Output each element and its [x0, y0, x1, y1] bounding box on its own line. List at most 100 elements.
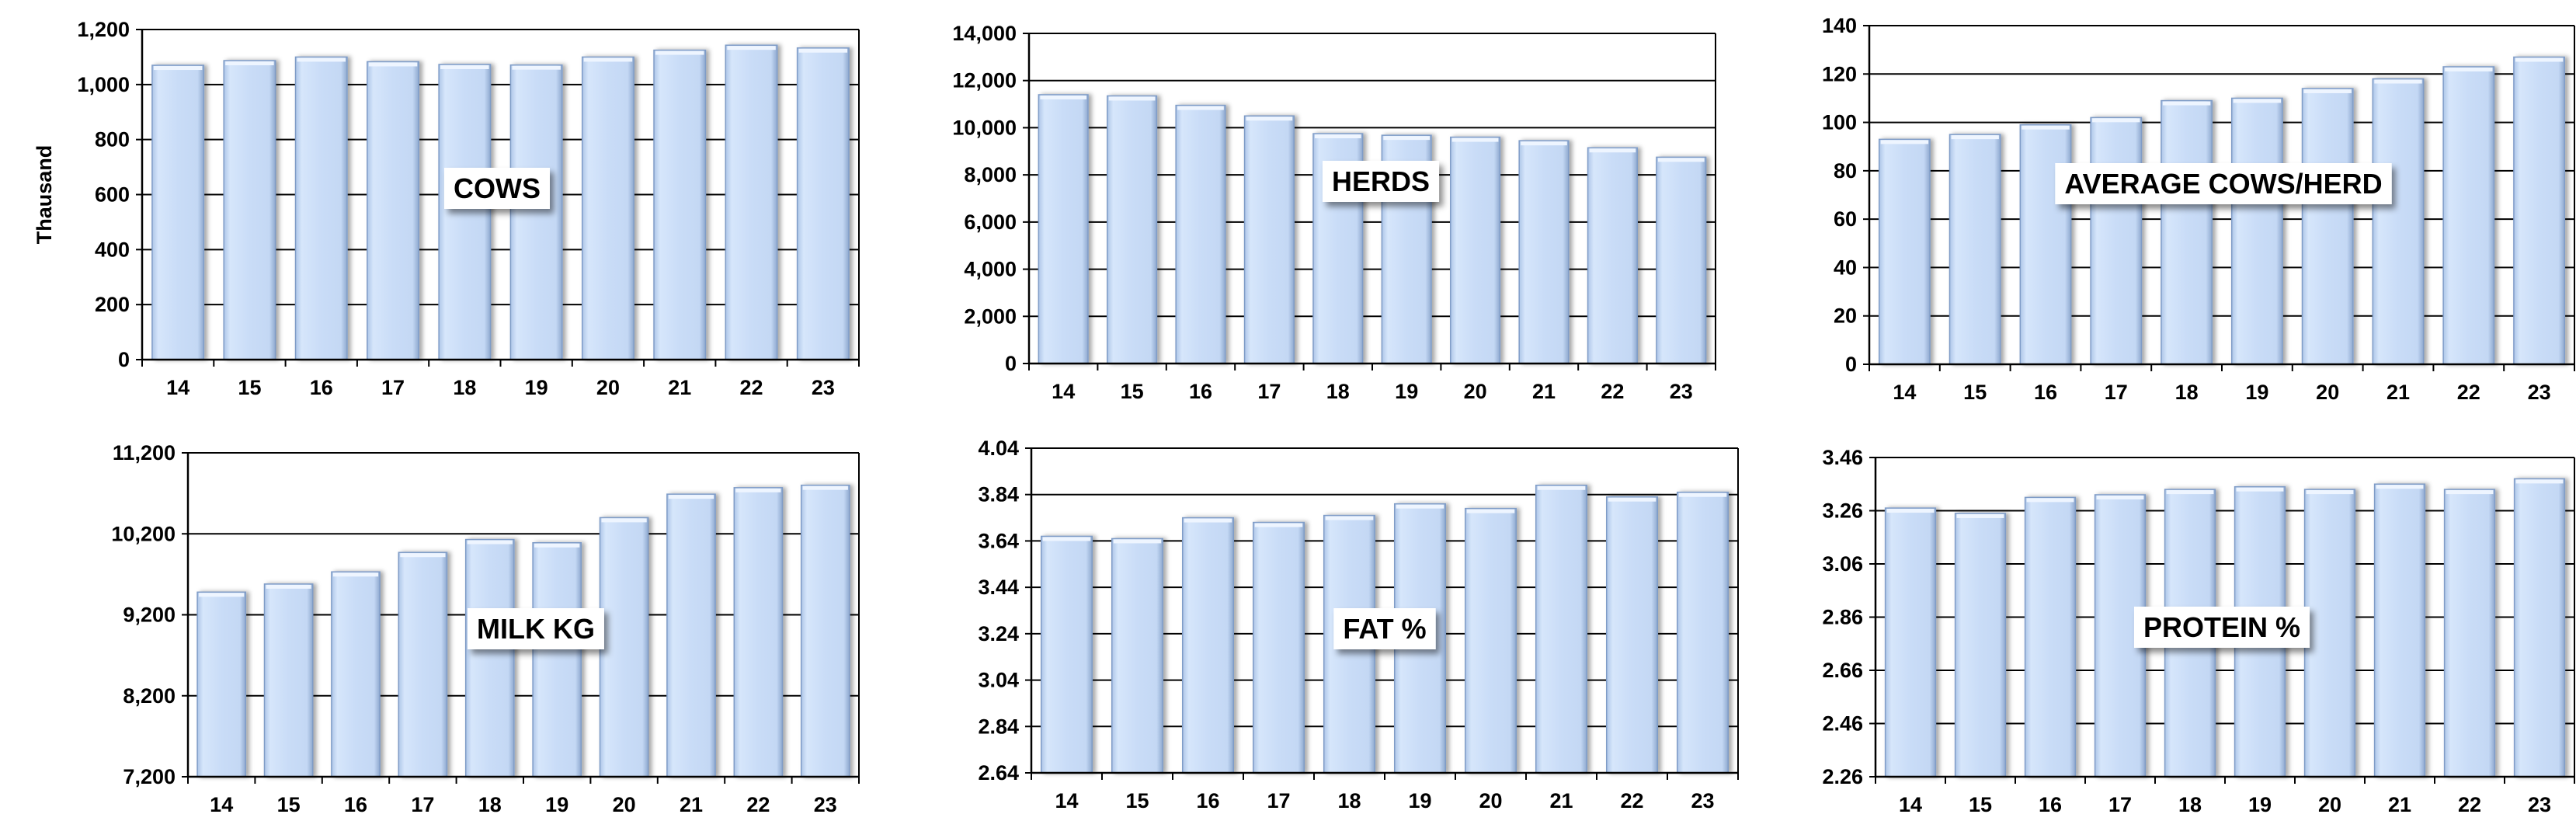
y-tick-label: 140 — [1822, 14, 1857, 37]
bar-16 — [2024, 496, 2077, 778]
x-tick-label: 19 — [2245, 381, 2268, 404]
y-tick-label: 8,200 — [123, 684, 176, 708]
x-tick-label: 20 — [2316, 381, 2339, 404]
chart-title: COWS — [454, 172, 541, 204]
bar-top-highlight — [1108, 96, 1156, 101]
bar-16 — [1175, 104, 1226, 364]
bar-22 — [733, 487, 784, 778]
bar-top-highlight — [440, 64, 489, 69]
x-tick-label: 17 — [2108, 793, 2132, 816]
x-tick-label: 14 — [166, 376, 189, 399]
y-tick-label: 100 — [1822, 111, 1857, 134]
y-tick-label: 3.46 — [1822, 446, 1863, 469]
x-tick-label: 20 — [596, 376, 620, 399]
x-tick-label: 17 — [1267, 789, 1290, 812]
bar-top-highlight — [1886, 509, 1935, 513]
bar-top-highlight — [1040, 95, 1087, 99]
y-tick-label: 2.64 — [978, 761, 1019, 785]
bar-top-highlight — [368, 62, 418, 67]
y-tick-label: 3.04 — [978, 669, 1019, 692]
bar-23 — [1656, 156, 1707, 364]
chart-title-background — [2055, 163, 2392, 204]
y-tick-label: 3.06 — [1822, 552, 1863, 576]
chart-herds: 0 2,000 4,000 6,000 8,000 10,000 12,000 14,000 1… — [952, 22, 1716, 403]
x-tick-label: 22 — [2458, 793, 2481, 816]
chart-title: MILK KG — [477, 613, 595, 645]
bar-top-highlight — [798, 48, 848, 53]
x-tick-label: 15 — [1969, 793, 1992, 816]
x-tick-label: 23 — [2528, 793, 2551, 816]
bar-17 — [367, 61, 420, 360]
y-tick-label: 4.04 — [978, 437, 1019, 460]
chart-title-box: HERDS — [1322, 161, 1440, 202]
bar-top-highlight — [655, 50, 704, 55]
x-tick-label: 16 — [1189, 380, 1212, 403]
bar-top-highlight — [467, 540, 513, 544]
y-tick-label: 2,000 — [964, 304, 1017, 328]
bar-22 — [1587, 147, 1638, 364]
x-tick-label: 23 — [812, 376, 835, 399]
chart-title: HERDS — [1332, 165, 1430, 197]
bar-top-highlight — [1246, 117, 1293, 121]
y-tick-label: 3.64 — [978, 529, 1019, 552]
bar-21 — [1518, 140, 1570, 364]
chart-title-box: AVERAGE COWS/HERD — [2055, 163, 2392, 204]
x-tick-label: 23 — [1670, 380, 1693, 403]
x-tick-label: 15 — [277, 793, 301, 816]
bar-top-highlight — [1314, 134, 1361, 139]
y-tick-label: 3.44 — [978, 576, 1019, 599]
chart-title-background — [1322, 161, 1440, 202]
bar-22 — [1605, 496, 1659, 774]
bar-14 — [1040, 535, 1093, 774]
chart-title-background — [2133, 607, 2310, 648]
bar-top-highlight — [2445, 67, 2493, 71]
y-tick-label: 40 — [1834, 256, 1857, 279]
bar-20 — [2303, 489, 2356, 778]
x-tick-label: 17 — [411, 793, 434, 816]
bar-top-highlight — [1451, 137, 1499, 142]
x-tick-label: 23 — [1691, 789, 1714, 812]
x-tick-label: 21 — [1532, 380, 1556, 403]
bar-20 — [581, 56, 634, 360]
y-tick-label: 10,200 — [111, 522, 176, 545]
bar-20 — [1450, 136, 1501, 364]
bar-18 — [2161, 99, 2213, 365]
x-tick-label: 18 — [1326, 380, 1350, 403]
x-tick-label: 20 — [2318, 793, 2341, 816]
y-tick-label: 2.46 — [1822, 712, 1863, 736]
bar-15 — [263, 583, 314, 778]
bar-top-highlight — [735, 488, 781, 492]
bar-top-highlight — [601, 518, 647, 523]
y-tick-label: 2.86 — [1822, 606, 1863, 629]
chart-title-box: MILK KG — [468, 608, 604, 649]
bar-top-highlight — [153, 66, 203, 71]
bar-15 — [1949, 134, 2001, 365]
y-tick-label: 200 — [95, 293, 130, 316]
bar-top-highlight — [727, 46, 776, 50]
x-tick-label: 18 — [2178, 793, 2202, 816]
chart-title: FAT % — [1343, 613, 1426, 645]
x-tick-label: 20 — [1464, 380, 1487, 403]
x-tick-label: 17 — [381, 376, 405, 399]
chart-title-background — [444, 168, 550, 209]
chart-title-background — [1333, 608, 1436, 649]
y-tick-label: 120 — [1822, 62, 1857, 85]
bar-15 — [1107, 95, 1158, 364]
x-tick-label: 21 — [680, 793, 703, 816]
x-tick-label: 22 — [746, 793, 770, 816]
chart-protein-percent: 2.26 2.46 2.66 2.86 3.06 3.26 3.46 14 15 16 17 18 19… — [1822, 446, 2575, 816]
y-tick-label: 1,000 — [77, 73, 130, 96]
bar-17 — [1252, 521, 1305, 774]
y-tick-label: 80 — [1834, 159, 1857, 183]
x-tick-label: 16 — [344, 793, 367, 816]
x-tick-label: 20 — [1479, 789, 1502, 812]
bar-top-highlight — [802, 485, 848, 490]
x-tick-label: 19 — [1408, 789, 1431, 812]
chart-title-background — [468, 608, 604, 649]
x-tick-label: 16 — [2034, 381, 2057, 404]
bar-20 — [599, 517, 649, 778]
y-tick-label: 9,200 — [123, 604, 176, 627]
bar-21 — [653, 49, 707, 360]
bar-top-highlight — [1678, 492, 1727, 497]
